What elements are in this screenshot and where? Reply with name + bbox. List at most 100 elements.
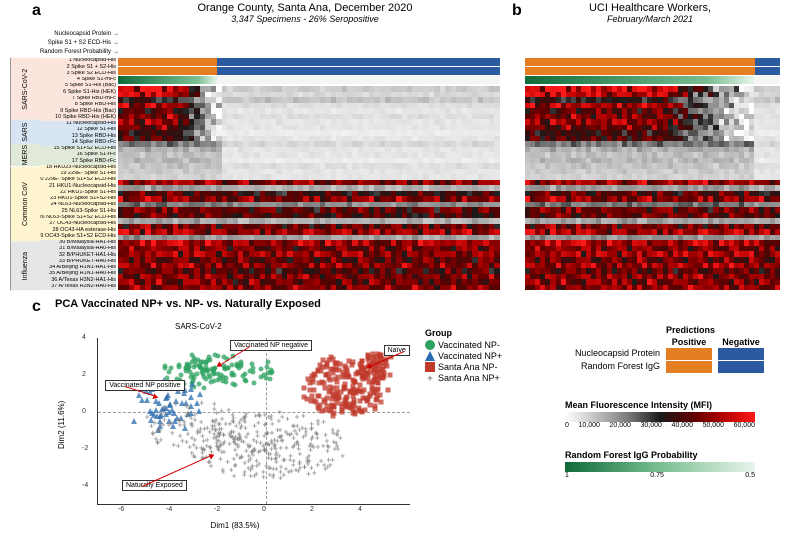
pca-point [280, 438, 285, 443]
pca-point [364, 398, 369, 403]
pca-callout: Naturally Exposed [122, 480, 187, 491]
pca-point [330, 403, 335, 408]
pca-point [362, 387, 367, 392]
pca-point [211, 467, 216, 472]
pca-point [216, 413, 221, 418]
pca-point [164, 408, 169, 413]
pca-point [340, 410, 345, 415]
row-group-sars: SARS [10, 120, 40, 145]
pca-point [251, 469, 256, 474]
pca-point [178, 420, 183, 425]
pca-point [245, 428, 250, 433]
pca-point [252, 380, 257, 385]
pca-point [328, 378, 333, 383]
pca-point [343, 382, 348, 387]
pca-point [209, 462, 214, 467]
pca-point [349, 389, 354, 394]
pca-point [367, 355, 372, 360]
legend-item: Santa Ana NP- [425, 362, 545, 372]
pca-point [342, 457, 347, 462]
annotation-row [525, 58, 780, 66]
pca-point [302, 386, 307, 391]
pca-point [232, 415, 237, 420]
pca-point [191, 425, 196, 430]
pca-point [197, 391, 203, 397]
pca-point [368, 402, 373, 407]
pca-point [327, 468, 332, 473]
pca-point [235, 466, 240, 471]
pca-point [293, 448, 298, 453]
panel-a-label: a [32, 2, 41, 20]
pca-point [297, 426, 302, 431]
pca-point [151, 427, 156, 432]
pca-point [278, 422, 283, 427]
heatmap-a: SARS-CoV-2SARSMERSCommon CoVInfluenza1 N… [10, 58, 500, 290]
pca-point [345, 404, 350, 409]
pca-point [270, 370, 275, 375]
row-group-sars-cov-2: SARS-CoV-2 [10, 58, 40, 120]
pca-point [296, 443, 301, 448]
annotation-row-labels: Nucleocapsid Protein→ Spike S1 + S2 ECD-… [4, 30, 119, 57]
pca-point [166, 370, 171, 375]
pca-point [188, 394, 194, 400]
pca-point [331, 371, 336, 376]
pca-point [327, 389, 332, 394]
pca-point [385, 364, 390, 369]
pca-point [228, 411, 233, 416]
pca-point [352, 398, 357, 403]
pca-point [221, 374, 226, 379]
rf-legend: Random Forest IgG Probability 10.750.5 [565, 450, 755, 479]
pca-point [223, 472, 228, 477]
row-label: 37 A/Texas H3N2-HA0-His [40, 284, 116, 290]
pca-point [303, 416, 308, 421]
pca-point [346, 359, 351, 364]
annotation-row [525, 67, 780, 75]
pca-point [218, 424, 223, 429]
pca-point [374, 388, 379, 393]
pca-point [190, 372, 195, 377]
pca-point [356, 388, 361, 393]
pca-point [201, 375, 206, 380]
pca-point [211, 367, 216, 372]
pca-point [230, 373, 235, 378]
pca-point [250, 362, 255, 367]
pca-point [244, 418, 249, 423]
pca-point [194, 362, 199, 367]
pca-point [334, 385, 339, 390]
row-group-common-cov: Common CoV [10, 167, 40, 241]
pca-point [176, 405, 181, 410]
pca-point [344, 366, 349, 371]
pca-scatter: SARS-CoV-2 Dim2 (11.6%) Dim1 (83.5%) -6-… [55, 320, 415, 530]
panel-a-title: Orange County, Santa Ana, December 2020 … [120, 2, 490, 24]
pca-point [235, 438, 240, 443]
pca-point [202, 368, 207, 373]
pca-point [329, 409, 334, 414]
pca-point [256, 475, 261, 480]
pca-point [239, 362, 244, 367]
pca-point [302, 394, 307, 399]
heatmap-row [525, 285, 780, 291]
pca-point [329, 355, 334, 360]
pca-point [241, 458, 246, 463]
pca-point [203, 361, 208, 366]
pca-point [266, 359, 271, 364]
pca-point [323, 399, 328, 404]
pca-point [311, 424, 316, 429]
pca-point [215, 353, 220, 358]
pca-point [286, 470, 291, 475]
pca-point [136, 392, 142, 398]
pca-point [328, 447, 333, 452]
pca-point [188, 386, 194, 392]
pca-point [201, 404, 206, 409]
pca-point [358, 365, 363, 370]
pca-point [189, 359, 194, 364]
annotation-row [525, 76, 780, 84]
pca-point [379, 374, 384, 379]
pca-point [280, 413, 285, 418]
pca-point [243, 442, 248, 447]
pca-group-legend: Group Vaccinated NP-Vaccinated NP+Santa … [425, 328, 545, 384]
pca-point [224, 452, 229, 457]
pca-point [372, 377, 377, 382]
pca-point [131, 418, 137, 424]
pca-subtitle: SARS-CoV-2 [175, 322, 222, 331]
